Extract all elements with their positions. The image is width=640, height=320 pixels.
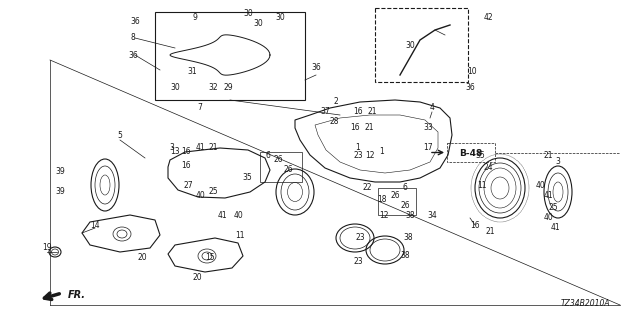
Text: 21: 21: [367, 108, 377, 116]
Text: 23: 23: [355, 234, 365, 243]
Text: 41: 41: [195, 143, 205, 153]
Text: 3: 3: [556, 157, 561, 166]
Text: 16: 16: [181, 148, 191, 156]
Text: 39: 39: [55, 188, 65, 196]
Text: 21: 21: [208, 143, 218, 153]
Text: 32: 32: [208, 84, 218, 92]
Bar: [447, 143, 495, 162]
Text: 41: 41: [550, 223, 560, 233]
Text: 4: 4: [429, 103, 435, 113]
Text: 6: 6: [266, 150, 271, 159]
Text: 21: 21: [485, 228, 495, 236]
Text: 26: 26: [390, 190, 400, 199]
Text: 37: 37: [320, 108, 330, 116]
Text: 31: 31: [187, 68, 197, 76]
Text: 30: 30: [253, 20, 263, 28]
Text: 24: 24: [483, 164, 493, 172]
Text: 28: 28: [329, 117, 339, 126]
Text: 12: 12: [365, 150, 375, 159]
Text: 1: 1: [380, 148, 385, 156]
Text: 3: 3: [170, 143, 175, 153]
Text: 21: 21: [543, 150, 553, 159]
Text: 38: 38: [400, 251, 410, 260]
Text: 33: 33: [423, 124, 433, 132]
Text: 26: 26: [273, 156, 283, 164]
Text: 22: 22: [362, 183, 372, 193]
Text: 8: 8: [131, 34, 136, 43]
Text: 16: 16: [353, 108, 363, 116]
Text: 38: 38: [403, 234, 413, 243]
Text: 29: 29: [223, 84, 233, 92]
Text: 27: 27: [183, 180, 193, 189]
Bar: [260, 152, 302, 182]
Text: 36: 36: [311, 63, 321, 73]
Text: 39: 39: [55, 167, 65, 177]
Text: 16: 16: [181, 161, 191, 170]
Text: TZ34B2010A: TZ34B2010A: [561, 299, 610, 308]
Text: 25: 25: [548, 204, 558, 212]
Text: 40: 40: [233, 211, 243, 220]
Text: 10: 10: [467, 68, 477, 76]
Text: 23: 23: [353, 150, 363, 159]
Text: 15: 15: [205, 253, 215, 262]
Bar: [375, 8, 468, 82]
Text: 25: 25: [208, 188, 218, 196]
Text: 42: 42: [483, 13, 493, 22]
Text: 16: 16: [470, 220, 480, 229]
Text: 14: 14: [90, 220, 100, 229]
Text: 23: 23: [353, 258, 363, 267]
Text: 19: 19: [42, 244, 52, 252]
Text: 13: 13: [170, 148, 180, 156]
Text: 36: 36: [130, 18, 140, 27]
Bar: [155, 12, 305, 100]
Text: 6: 6: [403, 183, 408, 193]
Text: 5: 5: [118, 131, 122, 140]
Text: 34: 34: [427, 211, 437, 220]
Text: 20: 20: [137, 253, 147, 262]
Text: B-48: B-48: [460, 148, 483, 157]
Text: 40: 40: [195, 190, 205, 199]
Text: 26: 26: [283, 165, 293, 174]
Text: 1: 1: [356, 143, 360, 153]
Text: 40: 40: [543, 213, 553, 222]
Text: 18: 18: [377, 196, 387, 204]
Text: 9: 9: [193, 13, 197, 22]
Text: 41: 41: [217, 211, 227, 220]
Text: 12: 12: [380, 211, 388, 220]
Text: 7: 7: [198, 103, 202, 113]
Text: 35: 35: [242, 173, 252, 182]
Text: 20: 20: [192, 274, 202, 283]
Text: 35: 35: [475, 150, 485, 159]
Text: 30: 30: [170, 84, 180, 92]
Text: 30: 30: [243, 10, 253, 19]
Text: 30: 30: [405, 41, 415, 50]
Text: 36: 36: [465, 84, 475, 92]
Text: 11: 11: [236, 230, 244, 239]
Text: 21: 21: [364, 124, 374, 132]
Text: 26: 26: [400, 201, 410, 210]
Text: 38: 38: [405, 211, 415, 220]
Bar: [378, 188, 416, 215]
Text: FR.: FR.: [68, 290, 86, 300]
Text: 36: 36: [128, 51, 138, 60]
Text: 2: 2: [333, 98, 339, 107]
Text: 40: 40: [535, 180, 545, 189]
Text: 30: 30: [275, 13, 285, 22]
Text: 17: 17: [423, 143, 433, 153]
Text: 41: 41: [543, 190, 553, 199]
Text: 11: 11: [477, 180, 487, 189]
Text: 16: 16: [350, 124, 360, 132]
